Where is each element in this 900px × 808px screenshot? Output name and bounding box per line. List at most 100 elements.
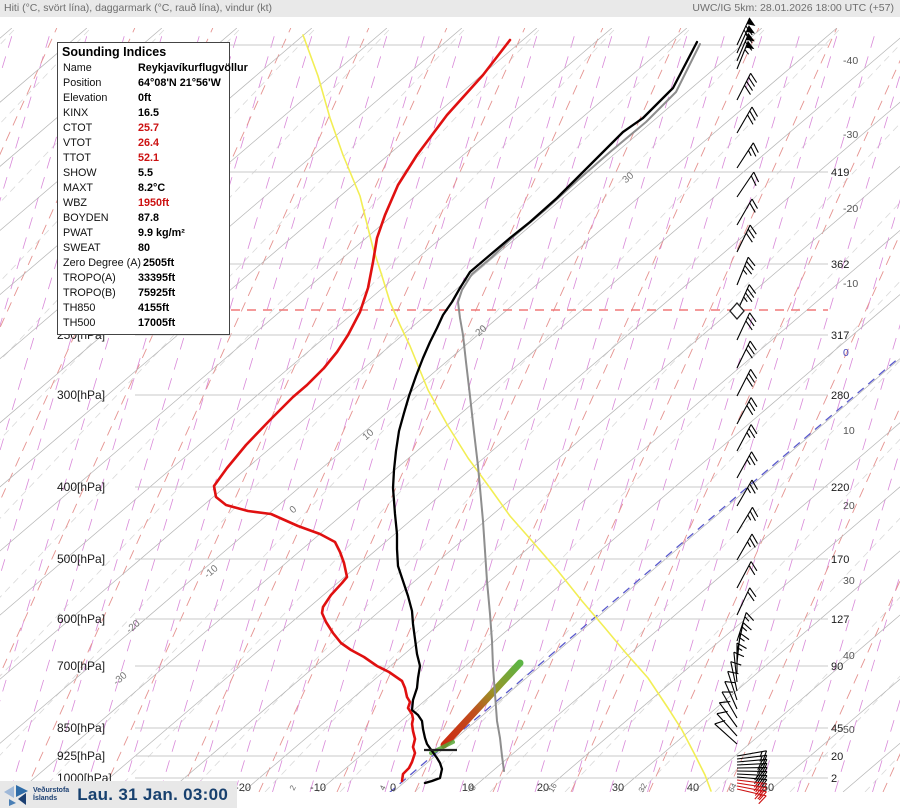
height-label: 2: [831, 773, 837, 785]
indices-row-value: 2505ft: [143, 257, 175, 269]
indices-row: WBZ 1950ft: [58, 196, 229, 211]
mixing-ratio-label: 8: [468, 783, 478, 792]
indices-row: BOYDEN 87.8: [58, 211, 229, 226]
indices-title: Sounding Indices: [62, 45, 167, 59]
right-isotherm-label: -10: [843, 278, 858, 290]
height-label: 90: [831, 661, 843, 673]
right-isotherm-label: 10: [843, 425, 855, 437]
pressure-label: 500[hPa]: [57, 552, 105, 566]
temp-axis-label: 50: [762, 782, 774, 794]
mixing-ratio-label: 2: [288, 783, 298, 792]
indices-row: VTOT 26.4: [58, 136, 229, 151]
height-label: 170: [831, 554, 849, 566]
indices-row-label: TTOT: [63, 152, 91, 164]
indices-row-value: 1950ft: [138, 197, 170, 209]
height-label: 220: [831, 482, 849, 494]
indices-row-value: 33395ft: [138, 272, 176, 284]
dewpoint-curve: [212, 38, 512, 783]
indices-row-label: CTOT: [63, 122, 93, 134]
indices-row-value: 9.9 kg/m²: [138, 227, 185, 239]
mixing-ratio-label: 4: [378, 783, 388, 792]
height-label: 317: [831, 330, 849, 342]
indices-row-value: 16.5: [138, 107, 160, 119]
indices-row: SHOW 5.5: [58, 166, 229, 181]
top-info-bar: Hiti (°C, svört lína), daggarmark (°C, r…: [0, 0, 900, 17]
indices-row-value: Reykjavíkurflugvöllur: [138, 62, 248, 74]
right-isotherm-label: 0: [843, 347, 849, 359]
pressure-lines: [135, 44, 828, 779]
indices-row-label: WBZ: [63, 197, 87, 209]
indices-row: MAXT 8.2°C: [58, 181, 229, 196]
theta-label: -20: [124, 618, 142, 636]
indices-row-label: Zero Degree (A): [63, 257, 142, 269]
indices-row-value: 5.5: [138, 167, 154, 179]
height-label: 362: [831, 259, 849, 271]
temp-axis-label: 0: [390, 782, 396, 794]
legend-text: Hiti (°C, svört lína), daggarmark (°C, r…: [4, 2, 273, 14]
indices-row: PWAT 9.9 kg/m²: [58, 226, 229, 241]
height-label: 419: [831, 167, 849, 179]
indices-row-value: 87.8: [138, 212, 160, 224]
temp-axis-label: 10: [462, 782, 474, 794]
right-isotherm-label: -40: [843, 55, 858, 67]
indices-row-value: 75925ft: [138, 287, 176, 299]
height-label: 45: [831, 723, 843, 735]
right-isotherm-label: -30: [843, 129, 858, 141]
indices-row: TTOT 52.1: [58, 151, 229, 166]
indices-rows: Name Reykjavíkurflugvöllur Position 64°08'N…: [58, 61, 248, 331]
indices-row: KINX 16.5: [58, 106, 229, 121]
indices-row: TH850 4155ft: [58, 301, 229, 316]
indices-row-label: Elevation: [63, 92, 108, 104]
temp-axis-label: 40: [687, 782, 699, 794]
pressure-label: 600[hPa]: [57, 612, 105, 626]
temperature-curve: [391, 40, 699, 785]
indices-row: CTOT 25.7: [58, 121, 229, 136]
date-bar: Veðurstofa Íslands Lau. 31 Jan. 03:00: [0, 781, 237, 808]
right-isotherm-label: -20: [843, 203, 858, 215]
indices-row-value: 26.4: [138, 137, 160, 149]
right-isotherm-label: 40: [843, 650, 855, 662]
temp-axis-label: 30: [612, 782, 624, 794]
right-isotherm-label: 20: [843, 500, 855, 512]
pressure-label: 300[hPa]: [57, 388, 105, 402]
height-label: 127: [831, 614, 849, 626]
indices-row: TH500 17005ft: [58, 316, 229, 331]
indices-row-label: SWEAT: [63, 242, 101, 254]
logo-text: Veðurstofa Íslands: [33, 787, 70, 802]
model-run-text: UWC/IG 5km: 28.01.2026 18:00 UTC (+57): [692, 2, 894, 14]
theta-label: -10: [202, 563, 220, 581]
pressure-label: 850[hPa]: [57, 721, 105, 735]
valid-time-label: Lau. 31 Jan. 03:00: [77, 784, 229, 804]
temp-axis-label: -20: [235, 782, 251, 794]
indices-row-label: MAXT: [63, 182, 93, 194]
indices-row-label: VTOT: [63, 137, 92, 149]
indices-row-label: BOYDEN: [63, 212, 109, 224]
indices-row-label: PWAT: [63, 227, 93, 239]
theta-label: 0: [288, 504, 300, 516]
indices-row: TROPO(B) 75925ft: [58, 286, 229, 301]
temp-axis-label: 20: [537, 782, 549, 794]
indices-row: TROPO(A) 33395ft: [58, 271, 229, 286]
indices-row-label: Position: [63, 77, 102, 89]
indices-row-value: 64°08'N 21°56'W: [138, 77, 221, 89]
indices-row-label: TROPO(A): [63, 272, 116, 284]
indices-row-value: 52.1: [138, 152, 160, 164]
tropopause-diamond-icon: [729, 302, 745, 320]
mixing-ratio-label: 32: [637, 781, 649, 794]
pressure-label: 400[hPa]: [57, 480, 105, 494]
indices-row-value: 80: [138, 242, 151, 254]
indices-row: SWEAT 80: [58, 241, 229, 256]
temp-axis-label: -10: [310, 782, 326, 794]
indices-row-value: 0ft: [138, 92, 152, 104]
indices-row-label: TROPO(B): [63, 287, 116, 299]
parcel-curve: [457, 43, 701, 772]
indices-row: Position 64°08'N 21°56'W: [58, 76, 229, 91]
height-label: 280: [831, 390, 849, 402]
indices-row-value: 4155ft: [138, 302, 170, 314]
right-isotherm-label: 30: [843, 575, 855, 587]
green-tick: [429, 740, 455, 755]
indices-row-value: 8.2°C: [138, 182, 166, 194]
indices-row-label: SHOW: [63, 167, 97, 179]
height-label: 20: [831, 751, 843, 763]
right-isotherm-label: 50: [843, 724, 855, 736]
